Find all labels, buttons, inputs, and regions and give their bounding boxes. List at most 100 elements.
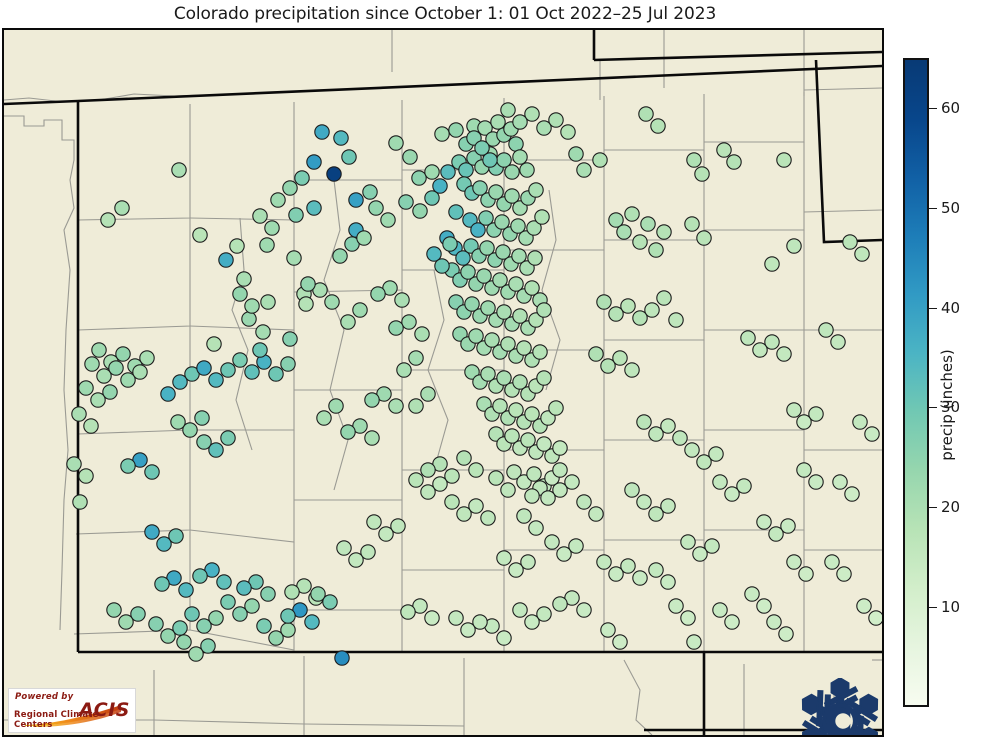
station-marker — [656, 290, 672, 306]
station-marker — [548, 112, 564, 128]
station-marker — [526, 466, 542, 482]
station-marker — [612, 634, 628, 650]
map-svg — [4, 30, 882, 735]
station-marker — [660, 574, 676, 590]
station-marker — [844, 486, 860, 502]
station-marker — [229, 238, 245, 254]
station-marker — [192, 227, 208, 243]
station-marker — [818, 322, 834, 338]
station-marker — [500, 102, 516, 118]
station-marker — [160, 386, 176, 402]
station-marker — [552, 596, 568, 612]
station-marker — [366, 514, 382, 530]
station-marker — [466, 130, 482, 146]
station-marker — [512, 200, 528, 216]
station-marker — [236, 271, 252, 287]
acis-swoosh-icon — [25, 705, 121, 727]
station-marker — [704, 538, 720, 554]
station-marker — [776, 346, 792, 362]
station-marker — [424, 610, 440, 626]
station-marker — [352, 302, 368, 318]
station-marker — [252, 342, 268, 358]
station-marker — [132, 364, 148, 380]
station-marker — [780, 518, 796, 534]
station-marker — [724, 614, 740, 630]
station-marker — [411, 170, 427, 186]
station-marker — [334, 650, 350, 666]
station-marker — [298, 296, 314, 312]
station-marker — [640, 216, 656, 232]
station-marker — [388, 398, 404, 414]
station-marker — [182, 422, 198, 438]
station-marker — [536, 606, 552, 622]
station-marker — [524, 488, 540, 504]
station-marker — [540, 490, 556, 506]
station-marker — [336, 540, 352, 556]
station-marker — [462, 212, 478, 228]
station-marker — [408, 398, 424, 414]
station-marker — [624, 482, 640, 498]
station-marker — [536, 302, 552, 318]
station-marker — [472, 614, 488, 630]
station-marker — [100, 212, 116, 228]
station-marker — [220, 362, 236, 378]
station-marker — [200, 638, 216, 654]
station-marker — [534, 209, 550, 225]
station-marker — [232, 352, 248, 368]
station-marker — [484, 332, 500, 348]
station-marker — [496, 304, 512, 320]
station-marker — [401, 314, 417, 330]
station-marker — [364, 430, 380, 446]
station-marker — [426, 246, 442, 262]
station-marker — [504, 164, 520, 180]
station-marker — [480, 366, 496, 382]
station-marker — [736, 478, 752, 494]
station-marker — [448, 204, 464, 220]
station-marker — [576, 162, 592, 178]
station-marker — [644, 302, 660, 318]
station-marker — [280, 608, 296, 624]
station-marker — [712, 474, 728, 490]
station-marker — [476, 396, 492, 412]
station-marker — [684, 216, 700, 232]
station-marker — [764, 334, 780, 350]
station-marker — [708, 446, 724, 462]
station-marker — [632, 310, 648, 326]
station-marker — [288, 207, 304, 223]
station-marker — [608, 306, 624, 322]
map-panel[interactable] — [2, 28, 884, 737]
station-marker — [588, 346, 604, 362]
colorbar-tick-label: 40 — [941, 298, 961, 317]
station-marker — [468, 462, 484, 478]
station-marker — [632, 234, 648, 250]
station-marker — [218, 252, 234, 268]
station-marker — [398, 194, 414, 210]
station-marker — [798, 566, 814, 582]
station-marker — [500, 482, 516, 498]
station-marker — [511, 248, 527, 264]
colorbar-axis-label: precip (inches) — [938, 349, 956, 461]
station-marker — [624, 362, 640, 378]
colorbar[interactable]: 10 20 30 40 50 60 — [903, 58, 960, 707]
station-marker — [744, 586, 760, 602]
station-marker — [824, 554, 840, 570]
station-marker — [324, 294, 340, 310]
station-marker — [508, 276, 524, 292]
station-marker — [90, 392, 106, 408]
station-marker — [184, 606, 200, 622]
station-marker — [680, 534, 696, 550]
station-marker — [808, 406, 824, 422]
station-marker — [440, 164, 456, 180]
station-marker — [340, 424, 356, 440]
station-marker — [420, 484, 436, 500]
station-marker — [400, 604, 416, 620]
station-marker — [648, 242, 664, 258]
station-marker — [552, 462, 568, 478]
station-marker — [115, 346, 131, 362]
station-marker — [442, 236, 458, 252]
station-marker — [412, 203, 428, 219]
station-marker — [144, 464, 160, 480]
station-marker — [348, 552, 364, 568]
station-marker — [796, 462, 812, 478]
station-marker — [500, 336, 516, 352]
